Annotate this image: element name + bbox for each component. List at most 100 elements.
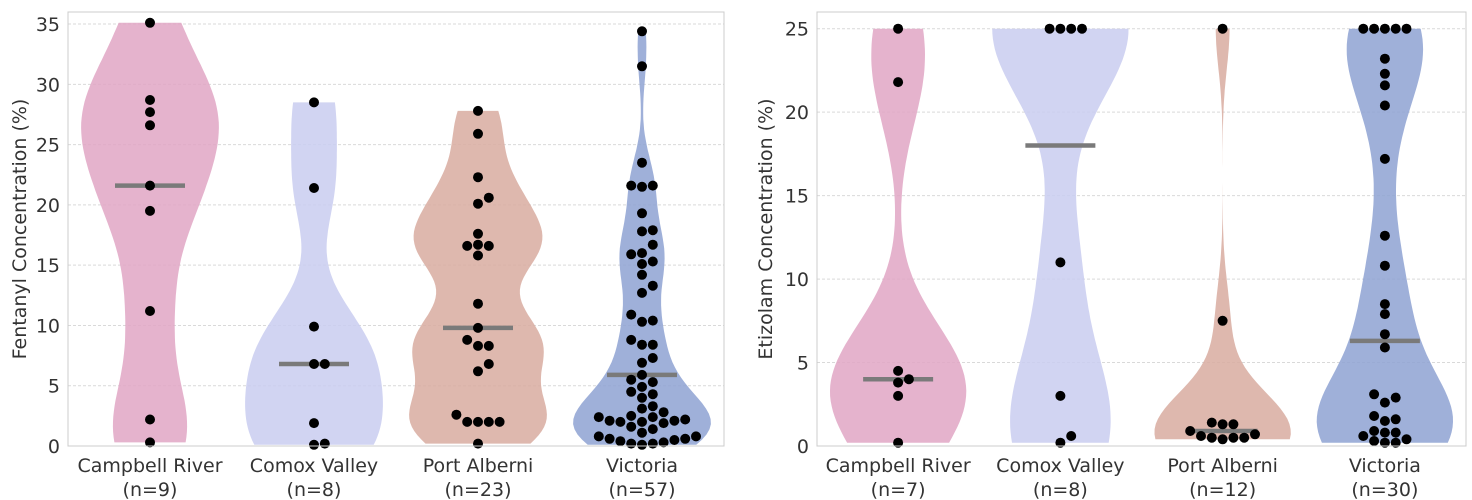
data-point [1055, 437, 1066, 448]
violin-victoria [1316, 23, 1453, 448]
y-tick-label: 5 [48, 376, 60, 398]
data-point [626, 249, 637, 260]
violin-body [830, 28, 967, 443]
data-point [1239, 432, 1250, 443]
plot-frame [67, 11, 725, 447]
data-point [626, 410, 637, 421]
data-point [473, 228, 483, 239]
data-point [473, 366, 483, 377]
data-point [1369, 389, 1380, 400]
data-point [893, 437, 904, 448]
data-point [658, 418, 669, 429]
data-point [1390, 437, 1401, 448]
category-label: Victoria [1349, 455, 1421, 477]
violin-body [992, 28, 1129, 443]
data-point [309, 183, 319, 193]
violin-body [573, 31, 711, 445]
data-point [1077, 23, 1087, 34]
data-point [473, 298, 483, 309]
data-point [647, 180, 658, 191]
category-label: Port Alberni [423, 455, 534, 477]
data-point [637, 61, 647, 72]
data-point [483, 359, 494, 369]
data-point [1217, 434, 1228, 445]
data-point [1228, 432, 1239, 443]
data-point [145, 205, 155, 216]
y-axis-label: Fentanyl Concentration (%) [9, 99, 31, 360]
data-point [1379, 437, 1390, 448]
data-point [626, 374, 637, 385]
data-point [1217, 23, 1228, 34]
violin-comox-valley [245, 97, 383, 450]
data-point [145, 180, 155, 191]
violin-comox-valley [992, 23, 1129, 448]
data-point [1217, 419, 1228, 430]
data-point [647, 339, 658, 350]
data-point [451, 409, 462, 420]
data-point [626, 386, 637, 397]
data-point [1379, 416, 1390, 426]
data-point [637, 316, 647, 327]
data-point [669, 435, 680, 445]
data-point [1055, 23, 1066, 34]
data-point [647, 389, 658, 400]
data-point [473, 172, 483, 183]
data-point [1066, 23, 1077, 34]
data-point [319, 359, 330, 369]
data-point [658, 437, 669, 448]
data-point [1379, 299, 1390, 310]
data-point [145, 120, 155, 131]
data-point [658, 407, 669, 418]
category-label: Comox Valley [250, 455, 378, 477]
data-point [1379, 260, 1390, 271]
data-point [145, 414, 155, 425]
data-point [604, 415, 615, 426]
data-point [647, 315, 658, 326]
data-point [893, 77, 904, 88]
data-point [893, 377, 904, 388]
data-point [473, 198, 483, 209]
data-point [604, 433, 615, 444]
data-point [462, 334, 473, 345]
category-label: Campbell River [826, 455, 971, 477]
data-point [1206, 432, 1217, 443]
data-point [1369, 411, 1380, 421]
violin-port-alberni [409, 105, 547, 449]
data-point [1379, 23, 1390, 34]
data-point [647, 256, 658, 267]
violin-campbell-river [81, 17, 219, 448]
data-point [615, 436, 626, 447]
data-point [309, 321, 319, 332]
data-point [1390, 427, 1401, 438]
y-axis-label: Etizolam Concentration (%) [755, 98, 777, 359]
data-point [145, 17, 155, 28]
data-point [893, 365, 904, 376]
data-point [615, 416, 626, 427]
data-point [637, 259, 647, 269]
data-point [903, 374, 914, 385]
data-point [637, 427, 647, 438]
violin-body [81, 22, 219, 443]
data-point [1185, 426, 1196, 436]
y-tick-label: 35 [36, 14, 60, 36]
category-label: Campbell River [77, 455, 222, 477]
data-point [1379, 427, 1390, 438]
data-point [1369, 426, 1380, 436]
data-point [669, 415, 680, 426]
data-point [637, 287, 647, 298]
data-point [1390, 392, 1401, 403]
data-point [1206, 417, 1217, 428]
data-point [473, 105, 483, 116]
category-label: Victoria [606, 455, 678, 477]
data-point [637, 416, 647, 427]
data-point [637, 357, 647, 368]
violin-campbell-river [830, 23, 967, 448]
data-point [1055, 257, 1066, 268]
data-point [626, 180, 637, 191]
category-label: Port Alberni [1167, 455, 1278, 477]
violin-victoria [573, 26, 711, 450]
data-point [626, 438, 637, 449]
data-point [1250, 429, 1260, 440]
y-tick-label: 25 [785, 19, 809, 41]
